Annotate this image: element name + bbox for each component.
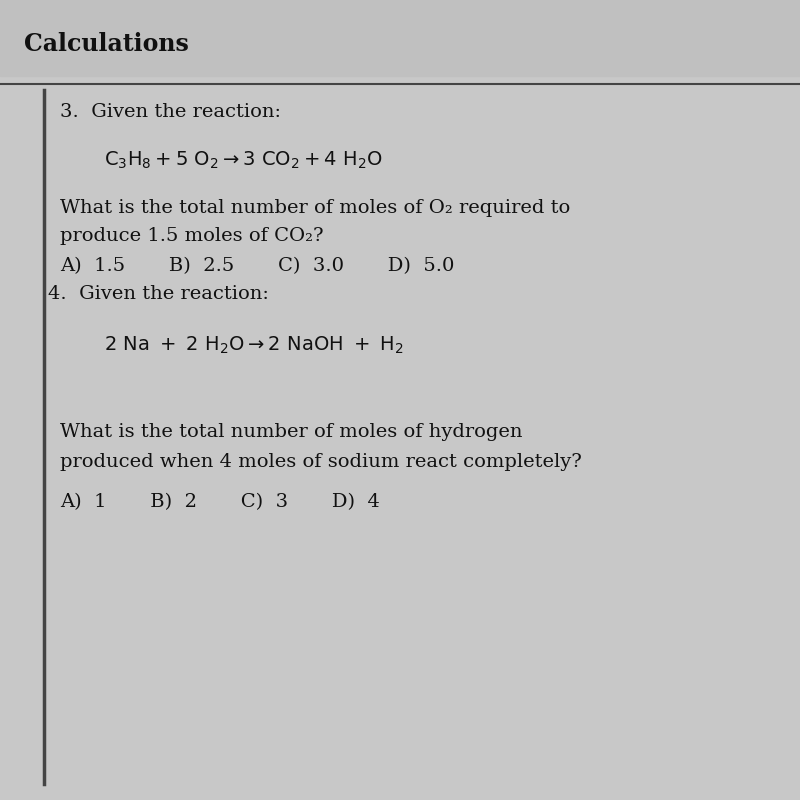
Text: What is the total number of moles of hydrogen: What is the total number of moles of hyd… <box>60 423 522 441</box>
Text: Calculations: Calculations <box>24 32 189 56</box>
Text: $\mathrm{C_3H_8 + 5\ O_2 \rightarrow 3\ CO_2 + 4\ H_2O}$: $\mathrm{C_3H_8 + 5\ O_2 \rightarrow 3\ … <box>104 150 382 170</box>
Text: 4.  Given the reaction:: 4. Given the reaction: <box>48 286 269 303</box>
Text: produced when 4 moles of sodium react completely?: produced when 4 moles of sodium react co… <box>60 454 582 471</box>
Bar <box>0 0 800 76</box>
Text: 3.  Given the reaction:: 3. Given the reaction: <box>60 103 281 121</box>
Text: What is the total number of moles of O₂ required to: What is the total number of moles of O₂ … <box>60 199 570 217</box>
Text: A)  1.5       B)  2.5       C)  3.0       D)  5.0: A) 1.5 B) 2.5 C) 3.0 D) 5.0 <box>60 257 454 274</box>
Text: A)  1       B)  2       C)  3       D)  4: A) 1 B) 2 C) 3 D) 4 <box>60 494 380 511</box>
Text: $\mathrm{2\ Na\ +\ 2\ H_2O \rightarrow 2\ NaOH\ +\ H_2}$: $\mathrm{2\ Na\ +\ 2\ H_2O \rightarrow 2… <box>104 335 404 356</box>
Text: produce 1.5 moles of CO₂?: produce 1.5 moles of CO₂? <box>60 227 324 245</box>
